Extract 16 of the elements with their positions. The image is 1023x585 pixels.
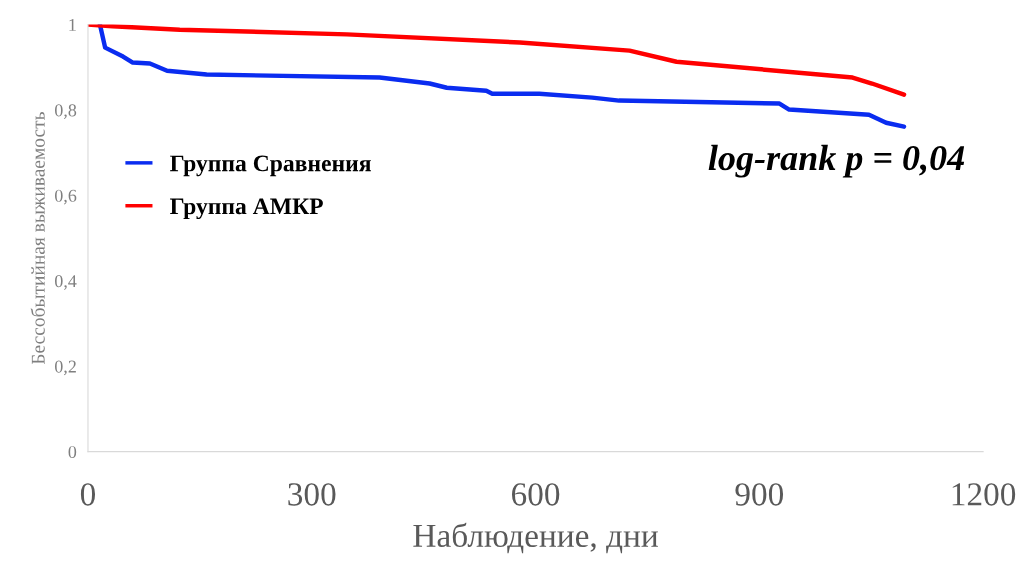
line-series	[87, 24, 907, 97]
legend-label: Группа Сравнения	[170, 155, 371, 177]
annotation: log-rank p = 0,04	[708, 144, 965, 178]
y-tick-label: 0,8	[54, 104, 77, 120]
x-tick-label: 1200	[952, 483, 1016, 506]
y-tick-label: 1	[69, 18, 76, 31]
y-axis-title: Бессобытийная выживаемость	[30, 112, 45, 365]
legend-label: Группа АМКР	[170, 198, 323, 220]
x-tick-label: 600	[511, 483, 560, 506]
y-tick-label: 0,2	[54, 360, 76, 376]
y-tick-label: 0,4	[54, 275, 77, 290]
x-tick-label: 300	[288, 483, 336, 506]
x-axis-title: Наблюдение, дни	[413, 522, 658, 554]
y-tick-label: 0,6	[54, 189, 77, 205]
x-tick-label: 900	[735, 483, 784, 506]
y-tick-label: 0	[68, 445, 77, 459]
